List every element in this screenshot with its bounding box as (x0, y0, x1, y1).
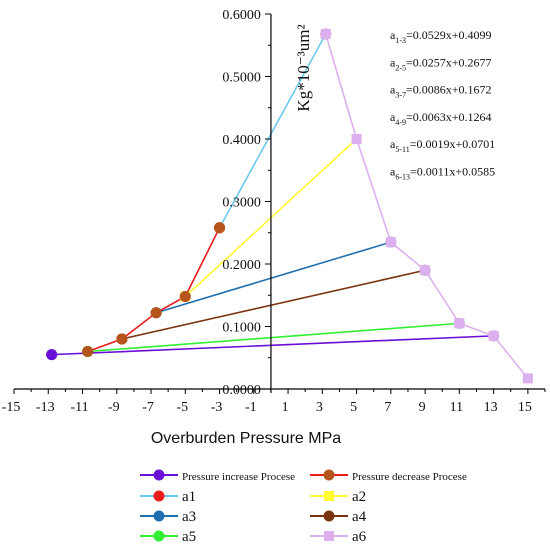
x-tick-label: 5 (350, 400, 357, 415)
y-tick-label: 0.6000 (222, 8, 261, 23)
equation-value: =0.0011x+0.0585 (410, 165, 495, 179)
legend-label: Pressure decrease Procese (352, 471, 467, 483)
legend-swatch-marker (153, 469, 165, 481)
y-tick-label: 0.0000 (222, 383, 261, 398)
legend-swatch-marker (153, 490, 165, 502)
legend-swatch-marker (324, 491, 334, 501)
equation-subscript: 5-11 (395, 145, 409, 154)
equations: a1-3=0.0529x+0.4099a2-5=0.0257x+0.2677a3… (390, 28, 495, 182)
point-marker (351, 134, 362, 144)
x-tick-label: -11 (70, 400, 88, 415)
series-line-a1 (218, 33, 327, 229)
legend-label: a2 (352, 489, 366, 505)
legend-item: a3 (140, 509, 196, 525)
series-line-pressure-increase-procese (51, 335, 494, 356)
equation-base: a (390, 110, 396, 124)
equation-label: a6-13=0.0011x+0.0585 (390, 165, 495, 182)
point-marker (488, 330, 500, 342)
legend-item: a5 (140, 529, 196, 545)
point-marker (150, 307, 162, 319)
point-marker (522, 373, 533, 384)
point-marker (214, 222, 226, 234)
x-tick-label: -1 (245, 400, 257, 415)
equation-value: =0.0019x+0.0701 (410, 137, 496, 151)
equation-base: a (390, 55, 396, 69)
equation-label: a2-5=0.0257x+0.2677 (390, 55, 492, 72)
equation-subscript: 3-7 (395, 91, 406, 100)
equation-value: =0.0086x+0.1672 (406, 83, 492, 97)
point-marker (46, 349, 58, 361)
equation-label: a3-7=0.0086x+0.1672 (390, 83, 492, 100)
equation-subscript: 1-3 (395, 36, 406, 45)
x-tick-label: -15 (2, 400, 21, 415)
equation-base: a (390, 83, 396, 97)
legend-swatch-marker (324, 531, 334, 541)
x-tick-label: 3 (316, 400, 323, 415)
equation-subscript: 4-9 (395, 118, 406, 127)
legend-label: a3 (182, 509, 196, 525)
legend-label: a5 (182, 529, 196, 545)
point-marker (82, 346, 94, 357)
legend-item: Pressure increase Procese (140, 469, 295, 483)
legend-label: Pressure increase Procese (182, 471, 295, 483)
legend-item: a6 (310, 529, 367, 545)
equation-label: a5-11=0.0019x+0.0701 (390, 137, 495, 154)
equation-subscript: 6-13 (395, 173, 410, 182)
x-tick-label: 7 (384, 400, 391, 415)
legend-label: a6 (352, 529, 367, 545)
legend-item: Pressure decrease Procese (310, 469, 467, 483)
point-marker (179, 291, 191, 302)
equation-base: a (390, 137, 396, 151)
series-line-a4 (121, 269, 426, 340)
legend: Pressure increase Procese Pressure decrea… (140, 469, 467, 545)
legend-label: a1 (182, 489, 196, 505)
y-tick-label: 0.5000 (222, 71, 261, 86)
equation-base: a (390, 28, 396, 42)
x-tick-label: -7 (142, 400, 154, 415)
legend-swatch-marker (323, 469, 335, 481)
x-tick-label: 13 (484, 400, 498, 415)
series-line-a5 (87, 322, 460, 353)
x-tick-label: 15 (518, 400, 532, 415)
x-axis-title: Overburden Pressure MPa (151, 430, 341, 447)
x-tick-label: 11 (450, 400, 463, 415)
legend-item: a1 (140, 489, 196, 505)
legend-item: a2 (310, 489, 366, 505)
axes-layer: -15 -13 -11 -9 -7 -5 -3 -1 1 3 5 7 9 11 13 150.00000.10… (2, 8, 546, 415)
x-tick-label: 1 (282, 400, 289, 415)
x-tick-label: 9 (419, 400, 426, 415)
point-marker (116, 333, 128, 345)
point-marker (320, 28, 332, 40)
equation-value: =0.0257x+0.2677 (406, 55, 492, 69)
equation-subscript: 2-5 (395, 63, 406, 72)
equation-value: =0.0529x+0.4099 (406, 28, 492, 42)
series-layer (46, 28, 533, 384)
point-marker (385, 236, 397, 248)
point-marker (453, 317, 465, 329)
point-marker (419, 264, 431, 276)
series-line-pressure-decrease-procese (87, 227, 221, 353)
legend-item: a4 (310, 509, 367, 525)
equation-label: a4-9=0.0063x+0.1264 (390, 110, 492, 127)
legend-label: a4 (352, 509, 367, 525)
y-tick-label: 0.4000 (222, 133, 261, 148)
legend-swatch-marker (153, 530, 165, 542)
equation-label: a1-3=0.0529x+0.4099 (390, 28, 492, 45)
x-tick-label: -13 (36, 400, 55, 415)
x-tick-label: -9 (108, 400, 120, 415)
x-tick-label: -3 (211, 400, 223, 415)
y-tick-label: 0.3000 (222, 196, 261, 211)
series-line-a3 (155, 241, 392, 314)
y-axis-title: Kg*10⁻³um² (294, 24, 313, 111)
legend-swatch-marker (153, 510, 165, 522)
equation-value: =0.0063x+0.1264 (406, 110, 492, 124)
equation-base: a (390, 165, 396, 179)
legend-swatch-marker (323, 510, 335, 522)
y-tick-label: 0.1000 (222, 321, 261, 336)
y-tick-label: 0.2000 (222, 258, 261, 273)
x-tick-label: -5 (176, 400, 188, 415)
